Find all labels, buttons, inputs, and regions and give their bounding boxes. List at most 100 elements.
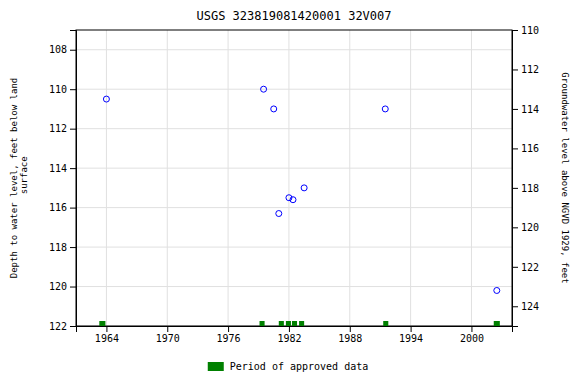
legend-swatch [208, 362, 224, 371]
point [290, 197, 296, 203]
tick: 116 [49, 202, 76, 213]
tick-mark [70, 326, 76, 327]
tick: 1976 [217, 326, 241, 344]
legend-label: Period of approved data [230, 361, 368, 372]
tick-label: 114 [521, 104, 539, 115]
axis-line [77, 327, 513, 333]
tick: 122 [512, 262, 539, 273]
point [494, 287, 500, 293]
tick: 110 [49, 84, 76, 95]
tick-label: 124 [521, 301, 539, 312]
tick: 120 [49, 281, 76, 292]
tick-mark [512, 227, 518, 228]
tick-mark [512, 267, 518, 268]
tick-label: 118 [49, 242, 67, 253]
grid-line [106, 30, 107, 326]
point [382, 106, 388, 112]
tick: 122 [49, 321, 76, 332]
tick-mark [411, 326, 412, 332]
tick: 114 [49, 163, 76, 174]
tick-mark [512, 109, 518, 110]
tick: 120 [512, 222, 539, 233]
tick-label: 120 [521, 222, 539, 233]
grid-line [167, 30, 168, 326]
grid-line [76, 89, 512, 90]
tick-mark [70, 89, 76, 90]
tick: 118 [512, 183, 539, 194]
period-bar [99, 321, 105, 326]
grid-line [349, 30, 350, 326]
tick: 2000 [460, 326, 484, 344]
tick-mark [70, 129, 76, 130]
tick-label: 112 [521, 64, 539, 75]
legend: Period of approved data [208, 361, 368, 372]
tick: 1964 [95, 326, 119, 344]
grid [76, 30, 512, 326]
tick-mark [350, 326, 351, 332]
tick-mark [167, 326, 168, 332]
tick-mark [512, 306, 518, 307]
period-bar [260, 321, 265, 326]
plot: 1964 1970 1976 1982 1988 1994 2000 108 110 112 114… [49, 25, 539, 344]
tick-mark [228, 326, 229, 332]
tick-label: 2000 [460, 333, 484, 344]
tick: 112 [49, 123, 76, 134]
x-axis: 1964 1970 1976 1982 1988 1994 2000 [77, 326, 513, 344]
point [271, 106, 277, 112]
grid-line [471, 30, 472, 326]
axis-line [70, 31, 77, 327]
tick-label: 116 [49, 202, 67, 213]
marks [99, 86, 500, 326]
tick-label: 120 [49, 281, 67, 292]
tick: 116 [512, 143, 539, 154]
tick-mark [512, 69, 518, 70]
grid-line [76, 286, 512, 287]
tick-label: 1964 [95, 333, 119, 344]
tick-label: 116 [521, 143, 539, 154]
tick-label: 114 [49, 163, 67, 174]
tick: 118 [49, 242, 76, 253]
tick-mark [289, 326, 290, 332]
title: USGS 323819081420001 32V007 [196, 9, 391, 23]
period-bar [286, 321, 291, 326]
tick: 1982 [277, 326, 301, 344]
tick-label: 1988 [338, 333, 362, 344]
period-bar [494, 321, 500, 326]
tick-label: 1982 [277, 333, 301, 344]
tick-mark [512, 188, 518, 189]
tick-mark [512, 148, 518, 149]
tick-mark [70, 247, 76, 248]
y-axis: 108 110 112 114 116 118 120 122 [49, 31, 77, 332]
grid-line [228, 30, 229, 326]
grid-line [410, 30, 411, 326]
tick-label: 108 [49, 44, 67, 55]
period-bar [292, 321, 297, 326]
grid-line [76, 49, 512, 50]
point [261, 86, 267, 92]
legend-item: Period of approved data [208, 361, 368, 372]
tick: 114 [512, 104, 539, 115]
plot-frame [76, 30, 512, 326]
tick-mark [70, 50, 76, 51]
tick-mark [70, 208, 76, 209]
tick: 112 [512, 64, 539, 75]
tick-label: 122 [49, 321, 67, 332]
grid-line [288, 30, 289, 326]
tick-label: 1976 [217, 333, 241, 344]
tick-mark [106, 326, 107, 332]
tick: 108 [49, 44, 76, 55]
tick: 124 [512, 301, 539, 312]
period-bar [299, 321, 304, 326]
tick: 110 [512, 25, 539, 36]
axis-line [513, 31, 519, 327]
tick-mark [512, 30, 518, 31]
point [276, 211, 282, 217]
tick: 1994 [399, 326, 423, 344]
grid-line [76, 128, 512, 129]
tick-mark [70, 287, 76, 288]
tick-mark [70, 168, 76, 169]
tick-label: 1994 [399, 333, 423, 344]
grid-line [76, 207, 512, 208]
tick-label: 110 [49, 84, 67, 95]
tick-label: 1970 [156, 333, 180, 344]
